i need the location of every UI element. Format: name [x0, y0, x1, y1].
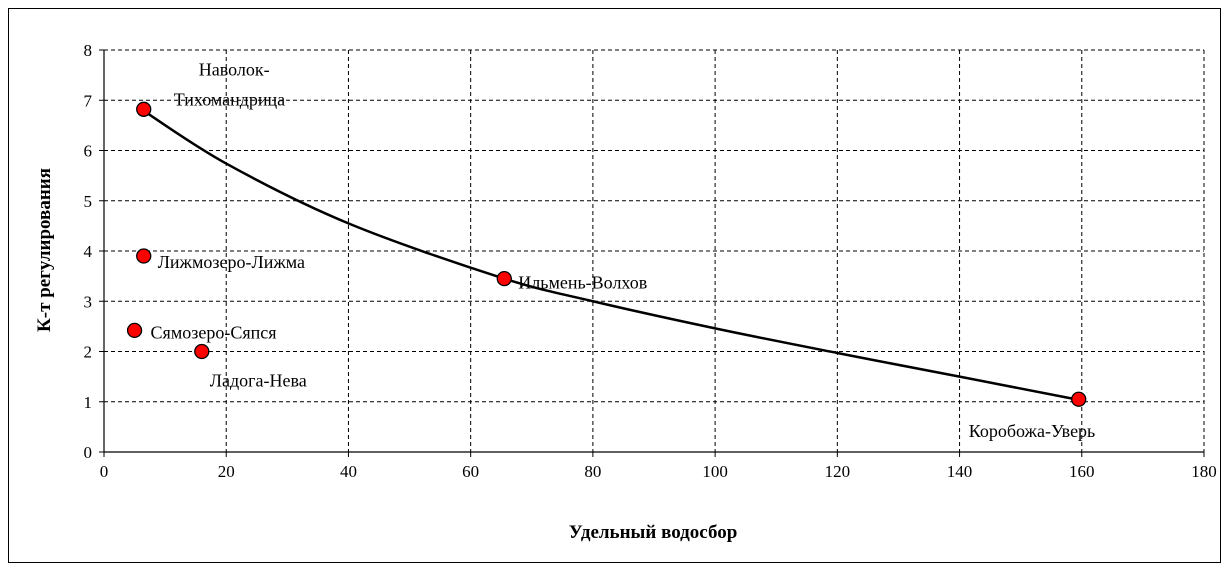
- point-label: Ладога-Нева: [210, 371, 307, 391]
- x-tick-label: 140: [947, 462, 973, 481]
- trendline: [139, 107, 1076, 401]
- y-tick-label: 3: [84, 292, 93, 311]
- x-axis-title: Удельный водосбор: [569, 522, 738, 543]
- y-tick-label: 0: [84, 443, 93, 462]
- axes: 0 20 40 60 80 100 120 140 160 180 0 1 2 3 4 5 6 7 8: [84, 41, 1217, 481]
- x-tick-label: 40: [340, 462, 357, 481]
- y-tick-label: 7: [84, 91, 93, 110]
- x-tick-label: 20: [218, 462, 235, 481]
- y-tick-label: 6: [84, 142, 93, 161]
- x-tick-label: 180: [1191, 462, 1217, 481]
- point-label: Тихомандрица: [174, 89, 285, 109]
- x-tick-label: 0: [100, 462, 109, 481]
- y-tick-label: 4: [84, 242, 93, 261]
- point-labels-group: Наволок- Тихомандрица Лижмозеро-Лижма Ильме…: [151, 59, 1096, 441]
- point-label: Сямозеро-Сяпся: [151, 322, 277, 342]
- grid: [104, 49, 1205, 452]
- x-tick-label: 160: [1069, 462, 1095, 481]
- x-tick-label: 60: [462, 462, 479, 481]
- point-label: Лижмозеро-Лижма: [158, 252, 305, 272]
- x-tick-label: 80: [584, 462, 601, 481]
- point-label: Коробожа-Уверь: [969, 421, 1096, 441]
- trendline-group: [139, 107, 1076, 401]
- data-point: [194, 343, 210, 360]
- x-tick-label: 120: [825, 462, 851, 481]
- y-tick-label: 8: [84, 41, 93, 60]
- x-tick-label: 100: [702, 462, 728, 481]
- point-label: Наволок-: [199, 59, 270, 79]
- data-point: [136, 101, 152, 117]
- data-point: [136, 248, 152, 264]
- y-tick-label: 1: [84, 393, 93, 412]
- points-group: [126, 101, 1087, 407]
- y-axis-title: К-т регулирования: [34, 168, 55, 332]
- point-label: Ильмень-Волхов: [518, 273, 647, 293]
- y-tick-label: 5: [84, 192, 93, 211]
- data-point: [496, 270, 512, 287]
- y-tick-label: 2: [84, 343, 93, 362]
- data-point: [1071, 391, 1087, 407]
- data-point: [126, 322, 143, 339]
